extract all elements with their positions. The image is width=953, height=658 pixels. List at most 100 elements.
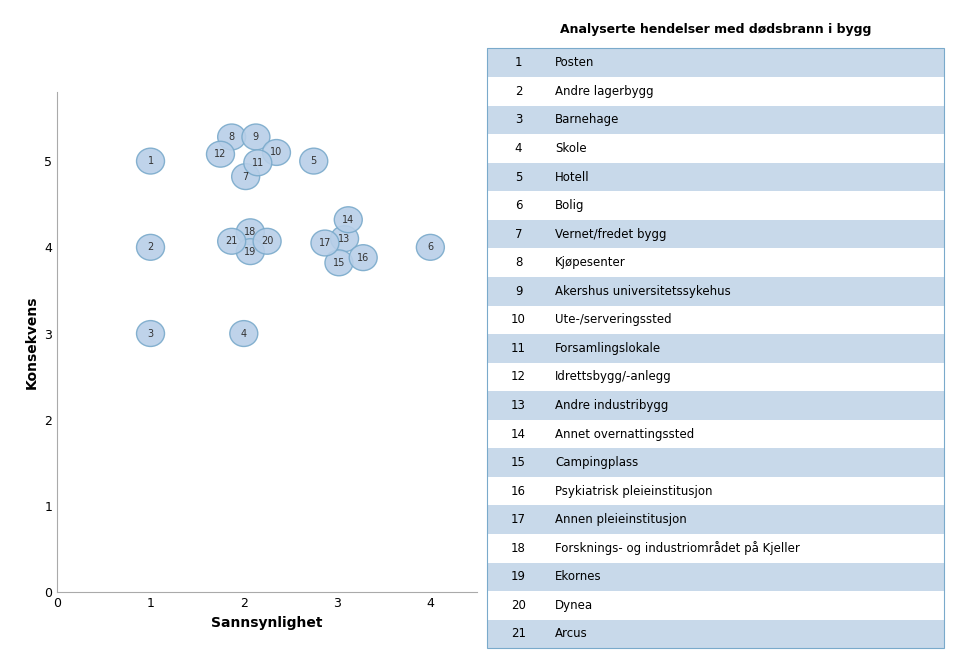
Text: Andre lagerbygg: Andre lagerbygg <box>555 85 653 98</box>
Ellipse shape <box>253 228 281 254</box>
Text: 19: 19 <box>244 247 256 257</box>
Ellipse shape <box>136 234 164 261</box>
Text: 7: 7 <box>242 172 249 182</box>
Text: Ute-/serveringssted: Ute-/serveringssted <box>555 313 671 326</box>
FancyBboxPatch shape <box>486 334 943 363</box>
FancyBboxPatch shape <box>486 220 943 249</box>
Ellipse shape <box>136 148 164 174</box>
Text: 14: 14 <box>511 428 525 440</box>
Text: Forsamlingslokale: Forsamlingslokale <box>555 342 660 355</box>
Ellipse shape <box>416 234 444 261</box>
FancyBboxPatch shape <box>486 77 943 105</box>
Text: 9: 9 <box>515 285 522 297</box>
Text: 10: 10 <box>270 147 282 157</box>
Ellipse shape <box>242 124 270 150</box>
Text: 16: 16 <box>511 485 525 497</box>
FancyBboxPatch shape <box>486 591 943 620</box>
FancyBboxPatch shape <box>486 277 943 305</box>
Text: Andre industribygg: Andre industribygg <box>555 399 668 412</box>
Text: Hotell: Hotell <box>555 170 589 184</box>
Text: 17: 17 <box>318 238 331 248</box>
Text: 7: 7 <box>515 228 522 241</box>
Text: 21: 21 <box>225 236 237 246</box>
Ellipse shape <box>217 124 246 150</box>
Text: 3: 3 <box>515 113 521 126</box>
Ellipse shape <box>236 219 264 245</box>
Ellipse shape <box>325 250 353 276</box>
Text: 21: 21 <box>511 628 525 640</box>
FancyBboxPatch shape <box>486 49 943 77</box>
Ellipse shape <box>330 226 358 251</box>
X-axis label: Sannsynlighet: Sannsynlighet <box>212 616 322 630</box>
Text: Analyserte hendelser med dødsbrann i bygg: Analyserte hendelser med dødsbrann i byg… <box>559 23 870 36</box>
Text: 20: 20 <box>261 236 273 246</box>
FancyBboxPatch shape <box>486 391 943 420</box>
Ellipse shape <box>236 239 264 265</box>
Ellipse shape <box>206 141 234 167</box>
Text: 6: 6 <box>515 199 522 212</box>
Text: 4: 4 <box>240 328 247 338</box>
Text: 17: 17 <box>511 513 525 526</box>
Text: 15: 15 <box>511 456 525 469</box>
Text: 8: 8 <box>515 256 521 269</box>
Ellipse shape <box>349 245 376 270</box>
FancyBboxPatch shape <box>486 363 943 391</box>
Text: 12: 12 <box>511 370 525 384</box>
Ellipse shape <box>244 150 272 176</box>
FancyBboxPatch shape <box>486 534 943 563</box>
Text: Vernet/fredet bygg: Vernet/fredet bygg <box>555 228 666 241</box>
Text: Arcus: Arcus <box>555 628 587 640</box>
FancyBboxPatch shape <box>486 305 943 334</box>
Text: 20: 20 <box>511 599 525 612</box>
Text: Posten: Posten <box>555 57 594 69</box>
Text: Forsknings- og industriområdet på Kjeller: Forsknings- og industriområdet på Kjelle… <box>555 542 800 555</box>
Text: 19: 19 <box>511 570 525 583</box>
Text: 9: 9 <box>253 132 258 142</box>
FancyBboxPatch shape <box>486 249 943 277</box>
Text: 1: 1 <box>515 57 522 69</box>
Ellipse shape <box>232 164 259 190</box>
Text: Ekornes: Ekornes <box>555 570 601 583</box>
Text: Annet overnattingssted: Annet overnattingssted <box>555 428 694 440</box>
Text: Idrettsbygg/-anlegg: Idrettsbygg/-anlegg <box>555 370 671 384</box>
Ellipse shape <box>334 207 362 233</box>
Text: Campingplass: Campingplass <box>555 456 638 469</box>
Text: Bolig: Bolig <box>555 199 584 212</box>
Ellipse shape <box>136 320 164 347</box>
Text: 5: 5 <box>515 170 521 184</box>
FancyBboxPatch shape <box>486 105 943 134</box>
Text: 14: 14 <box>342 215 354 225</box>
FancyBboxPatch shape <box>486 191 943 220</box>
FancyBboxPatch shape <box>486 448 943 477</box>
Text: 3: 3 <box>148 328 153 338</box>
FancyBboxPatch shape <box>486 477 943 505</box>
Text: Barnehage: Barnehage <box>555 113 618 126</box>
Text: 11: 11 <box>511 342 525 355</box>
Text: 18: 18 <box>511 542 525 555</box>
FancyBboxPatch shape <box>486 163 943 191</box>
Ellipse shape <box>230 320 257 347</box>
Text: Skole: Skole <box>555 142 586 155</box>
Text: Kjøpesenter: Kjøpesenter <box>555 256 625 269</box>
FancyBboxPatch shape <box>486 563 943 591</box>
Text: 2: 2 <box>148 242 153 252</box>
Text: 13: 13 <box>338 234 351 243</box>
Text: 8: 8 <box>229 132 234 142</box>
Text: 4: 4 <box>515 142 522 155</box>
Text: 1: 1 <box>148 156 153 166</box>
FancyBboxPatch shape <box>486 620 943 648</box>
Ellipse shape <box>217 228 246 254</box>
Text: 16: 16 <box>356 253 369 263</box>
Text: Akershus universitetssykehus: Akershus universitetssykehus <box>555 285 730 297</box>
Text: Psykiatrisk pleieinstitusjon: Psykiatrisk pleieinstitusjon <box>555 485 712 497</box>
FancyBboxPatch shape <box>486 420 943 448</box>
Ellipse shape <box>311 230 338 256</box>
FancyBboxPatch shape <box>486 134 943 163</box>
Text: 15: 15 <box>333 258 345 268</box>
Y-axis label: Konsekvens: Konsekvens <box>25 295 39 389</box>
Ellipse shape <box>299 148 328 174</box>
Text: 6: 6 <box>427 242 433 252</box>
Text: 2: 2 <box>515 85 522 98</box>
Text: Annen pleieinstitusjon: Annen pleieinstitusjon <box>555 513 686 526</box>
Text: 11: 11 <box>252 158 264 168</box>
